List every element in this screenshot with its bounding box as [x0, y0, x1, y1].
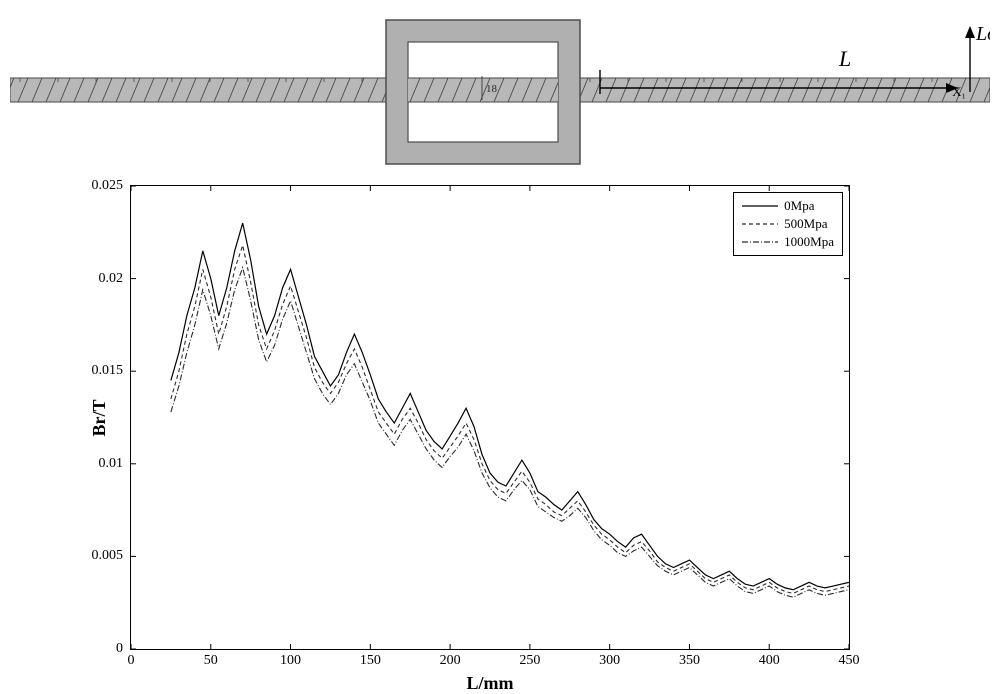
y-tick: 0.005: [92, 548, 124, 564]
x-tick: 350: [679, 653, 700, 669]
legend-entry: 1000Mpa: [742, 233, 834, 251]
svg-text:Lo: Lo: [975, 23, 990, 45]
x-tick: 250: [519, 653, 540, 669]
x-tick: 300: [599, 653, 620, 669]
y-tick: 0.015: [92, 363, 124, 379]
x-axis-label: L/mm: [467, 673, 514, 694]
x-tick: 200: [440, 653, 461, 669]
svg-text:L: L: [838, 46, 851, 71]
y-tick: 0.02: [99, 271, 124, 287]
series-1000Mpa: [171, 267, 849, 597]
figure-container: 18 L Lo X₁ Br/T L/mm 0501001502002503003504…: [10, 10, 990, 650]
legend-label: 0Mpa: [784, 198, 814, 214]
legend-entry: 0Mpa: [742, 197, 834, 215]
series-500Mpa: [171, 245, 849, 593]
legend-entry: 500Mpa: [742, 215, 834, 233]
svg-text:18: 18: [486, 83, 498, 95]
chart-legend: 0Mpa 500Mpa 1000Mpa: [733, 192, 843, 256]
legend-label: 1000Mpa: [784, 234, 834, 250]
y-tick: 0.025: [92, 178, 124, 194]
x-tick: 400: [759, 653, 780, 669]
x-tick: 50: [204, 653, 218, 669]
x-tick: 150: [360, 653, 381, 669]
y-axis-label: Br/T: [89, 399, 110, 436]
y-tick: 0: [116, 641, 123, 657]
svg-text:X₁: X₁: [952, 84, 966, 99]
chart-area: Br/T L/mm 050100150200250300350400450 00…: [130, 185, 850, 650]
x-tick: 450: [839, 653, 860, 669]
series-0Mpa: [171, 223, 849, 590]
x-tick: 0: [128, 653, 135, 669]
y-tick: 0.01: [99, 456, 124, 472]
legend-label: 500Mpa: [784, 216, 827, 232]
x-tick: 100: [280, 653, 301, 669]
cable-diagram: 18 L Lo X₁: [10, 10, 990, 170]
